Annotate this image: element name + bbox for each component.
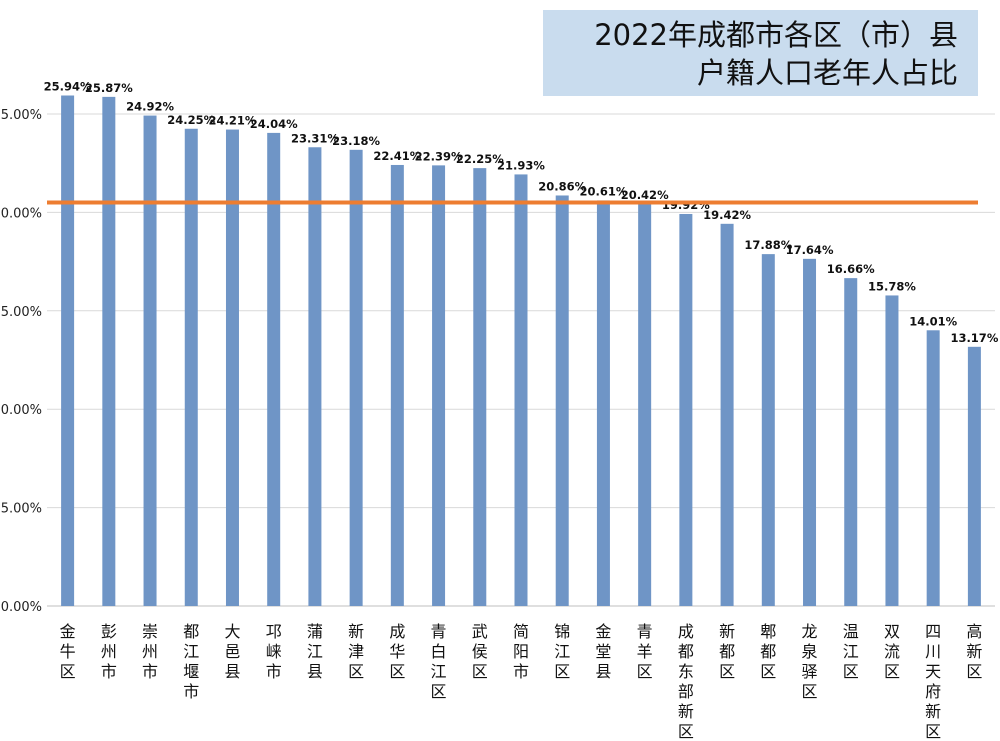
bar: [432, 165, 446, 606]
bar: [143, 115, 157, 606]
category-label: 蒲江县: [307, 622, 323, 681]
data-label: 22.41%: [373, 149, 421, 163]
data-label: 15.78%: [868, 279, 916, 293]
data-label: 23.31%: [291, 131, 339, 145]
y-tick-label: 25.00%: [0, 108, 42, 123]
category-label: 温江区: [843, 622, 859, 681]
bar: [638, 204, 652, 606]
category-label: 青羊区: [637, 622, 653, 681]
data-label: 24.04%: [250, 117, 298, 131]
data-label: 19.42%: [703, 208, 751, 222]
y-tick-label: 5.00%: [1, 502, 42, 517]
category-label: 邛崃市: [266, 622, 282, 681]
y-tick-label: 10.00%: [0, 403, 42, 418]
category-label: 简阳市: [513, 622, 529, 681]
data-label: 13.17%: [950, 331, 998, 345]
category-label: 四川天府新区: [925, 622, 941, 741]
data-label: 16.66%: [827, 262, 875, 276]
data-label: 23.18%: [332, 134, 380, 148]
category-label: 彭州市: [101, 622, 117, 681]
category-label: 都江堰市: [183, 622, 199, 701]
bar: [555, 195, 569, 606]
chart-title-box: 2022年成都市各区（市）县 户籍人口老年人占比: [543, 10, 978, 96]
category-label: 崇州市: [142, 622, 158, 681]
category-label: 锦江区: [554, 622, 570, 681]
bar: [473, 168, 487, 606]
chart-title-line-2: 户籍人口老年人占比: [696, 56, 958, 90]
bar: [514, 174, 528, 606]
category-label: 郫都区: [760, 622, 776, 681]
category-label: 双流区: [884, 622, 900, 681]
data-label: 17.88%: [744, 238, 792, 252]
data-label: 25.87%: [85, 81, 133, 95]
bar: [184, 128, 198, 606]
bar: [349, 149, 363, 606]
bar: [967, 346, 981, 606]
bar: [61, 95, 75, 607]
bar: [308, 147, 322, 606]
bar: [926, 330, 940, 606]
category-label: 青白江区: [431, 622, 447, 701]
data-label: 22.25%: [456, 152, 504, 166]
bar: [679, 213, 693, 606]
category-label: 金牛区: [60, 622, 76, 681]
category-label: 新都区: [719, 622, 735, 681]
bar: [102, 96, 116, 606]
bar: [390, 164, 404, 607]
data-label: 24.21%: [209, 114, 257, 128]
data-label: 20.42%: [621, 188, 669, 202]
data-label: 20.61%: [579, 184, 627, 198]
y-tick-label: 0.00%: [1, 600, 42, 615]
category-label: 成华区: [389, 622, 405, 681]
bar: [844, 278, 858, 606]
data-label: 21.93%: [497, 158, 545, 172]
data-label: 24.92%: [126, 100, 174, 114]
data-label: 22.39%: [415, 149, 463, 163]
data-label: 14.01%: [909, 314, 957, 328]
category-label: 武侯区: [472, 622, 488, 681]
bar: [761, 254, 775, 607]
chart-title-line-1: 2022年成都市各区（市）县: [594, 18, 958, 52]
bar: [803, 258, 817, 606]
category-label: 高新区: [966, 622, 982, 681]
category-label: 新津区: [348, 622, 364, 681]
bar: [885, 295, 899, 606]
data-label: 20.86%: [538, 179, 586, 193]
y-tick-label: 15.00%: [0, 305, 42, 320]
bar: [267, 132, 281, 606]
category-label: 金堂县: [595, 622, 611, 681]
category-label: 成都东部新区: [678, 622, 694, 741]
bar: [596, 200, 610, 606]
y-tick-label: 20.00%: [0, 206, 42, 221]
category-label: 龙泉驿区: [802, 622, 818, 701]
bar: [225, 129, 239, 607]
bar: [720, 223, 734, 607]
data-label: 17.64%: [786, 243, 834, 257]
data-label: 25.94%: [44, 80, 92, 94]
data-label: 24.25%: [167, 113, 215, 127]
category-label: 大邑县: [224, 622, 240, 681]
